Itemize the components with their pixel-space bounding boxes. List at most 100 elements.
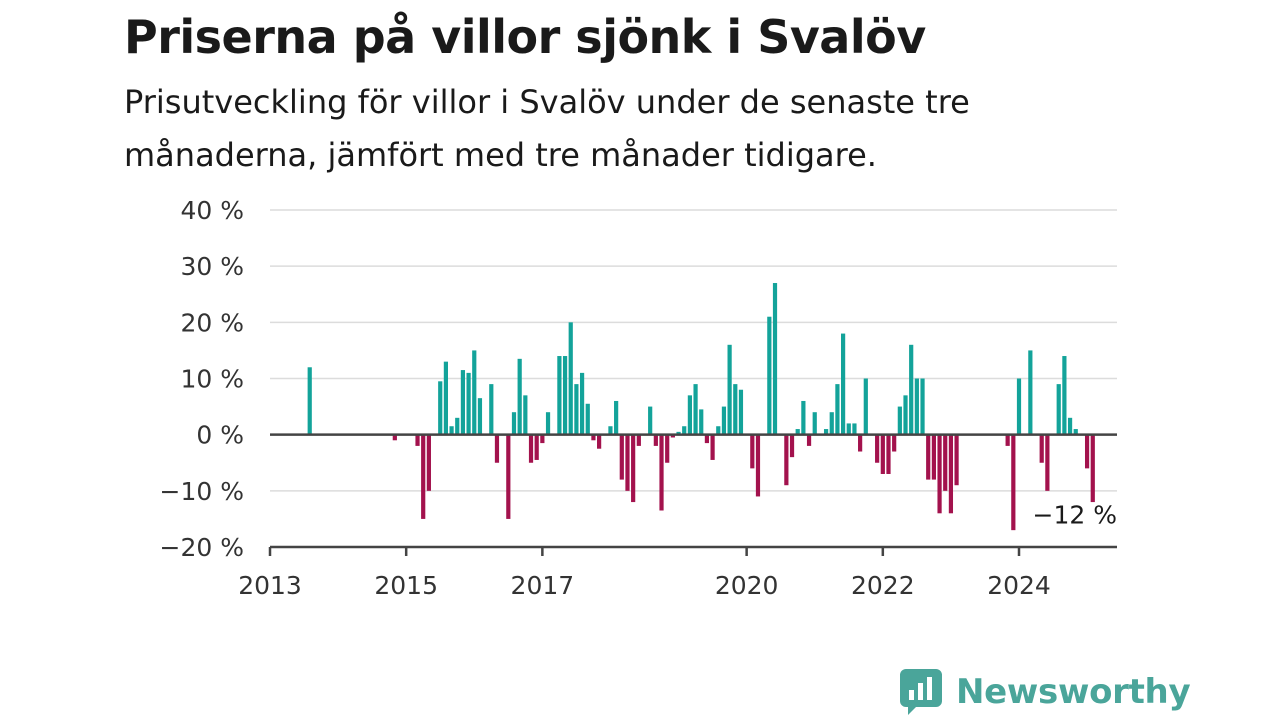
newsworthy-chart-bubble-icon: [900, 669, 942, 715]
bar: [653, 434, 658, 446]
bar: [937, 434, 942, 514]
bar: [1084, 434, 1090, 469]
bar: [858, 434, 863, 452]
bar: [489, 384, 494, 435]
bar: [806, 434, 812, 446]
bar: [914, 378, 919, 435]
bar: [920, 378, 925, 435]
bar: [307, 367, 312, 435]
bar: [1056, 384, 1061, 435]
bar: [415, 434, 420, 446]
bar: [1045, 434, 1050, 491]
bar: [562, 356, 568, 435]
bar: [659, 434, 664, 511]
bar: [426, 434, 431, 491]
bar: [597, 434, 602, 449]
x-tick-label: 2015: [374, 571, 438, 600]
x-tick-label: 2020: [715, 571, 779, 600]
bar: [517, 358, 522, 435]
bar: [1011, 434, 1016, 531]
bar: [455, 417, 460, 435]
x-tick-label: 2013: [238, 571, 302, 600]
bar: [704, 434, 710, 444]
bar: [699, 409, 704, 435]
bar: [523, 395, 528, 435]
latest-value-label: −12 %: [1033, 500, 1117, 529]
bar: [665, 434, 670, 463]
bar: [767, 316, 772, 435]
bar: [472, 350, 477, 435]
bar: [948, 434, 954, 514]
bar: [784, 434, 789, 486]
bar: [477, 398, 483, 435]
bar: [1039, 434, 1044, 463]
bar: [738, 389, 744, 435]
bar: [676, 431, 681, 435]
bar: [687, 395, 692, 435]
bar: [909, 344, 914, 435]
bar: [1073, 429, 1078, 435]
bar: [750, 434, 755, 469]
bar: [795, 429, 800, 435]
bar: [812, 412, 817, 435]
bar: [926, 434, 931, 480]
y-tick-label: −20 %: [160, 533, 244, 562]
bar: [1062, 356, 1067, 435]
bar: [733, 384, 738, 435]
bar: [823, 429, 829, 435]
bar: [528, 434, 534, 463]
bar: [693, 384, 698, 435]
bar: [608, 426, 613, 435]
bar: [631, 434, 636, 503]
bar: [460, 370, 466, 435]
bar: [772, 283, 778, 435]
bar: [789, 434, 795, 458]
bar: [716, 426, 721, 435]
bar: [863, 378, 868, 435]
bar: [494, 434, 500, 463]
bar: [545, 412, 551, 435]
bar: [892, 434, 897, 452]
bar: [710, 434, 715, 460]
bar: [619, 434, 624, 480]
bar: [943, 434, 948, 491]
bar: [1005, 434, 1010, 446]
bar: [727, 344, 732, 435]
bar: [852, 423, 857, 435]
bar: [954, 434, 959, 486]
bar: [670, 434, 675, 438]
bar: [534, 434, 539, 460]
bar: [614, 400, 619, 435]
bar: [574, 384, 579, 435]
bar: [511, 412, 517, 435]
chart-title: Priserna på villor sjönk i Svalöv: [124, 10, 926, 64]
bar: [1028, 350, 1033, 435]
bar: [875, 434, 880, 463]
bar: [392, 434, 397, 441]
x-tick-label: 2024: [987, 571, 1051, 600]
y-tick-label: 20 %: [180, 308, 244, 337]
bar: [801, 400, 806, 435]
bar: [557, 356, 562, 435]
bar: [755, 434, 761, 497]
bar: [829, 412, 834, 435]
y-tick-label: 0 %: [196, 421, 244, 450]
bar: [506, 434, 511, 519]
bar: [443, 361, 448, 435]
bar: [1016, 378, 1022, 435]
bar: [682, 426, 687, 435]
y-tick-label: 10 %: [180, 365, 244, 394]
bar: [449, 426, 454, 435]
y-tick-label: 40 %: [180, 196, 244, 225]
bar: [636, 434, 641, 446]
bar: [897, 406, 902, 435]
bar: [841, 333, 846, 435]
bar: [835, 384, 840, 435]
bar: [421, 434, 426, 519]
y-tick-label: 30 %: [180, 252, 244, 281]
bar: [846, 423, 851, 435]
chart-subtitle: Prisutveckling för villor i Svalöv under…: [124, 83, 970, 174]
bar: [1067, 417, 1073, 435]
x-tick-label: 2017: [511, 571, 575, 600]
